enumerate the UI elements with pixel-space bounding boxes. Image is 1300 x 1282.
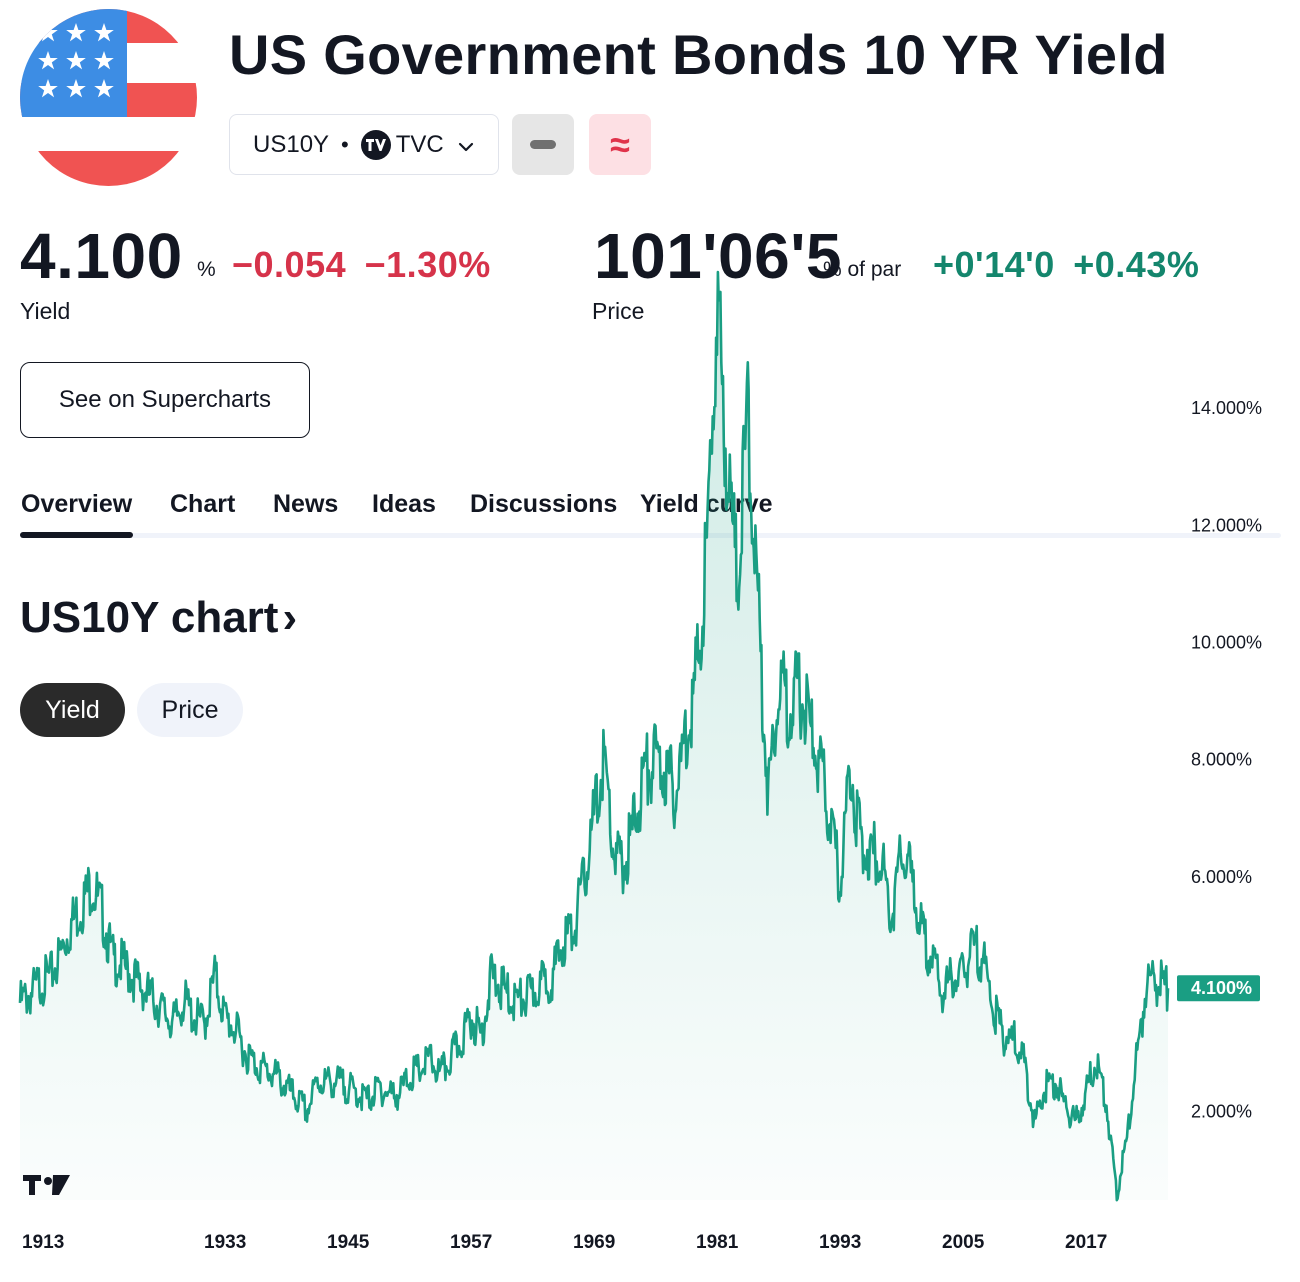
page-title: US Government Bonds 10 YR Yield [229, 23, 1168, 86]
chart-section-title-text: US10Y chart [20, 593, 279, 642]
x-tick-label: 2017 [1065, 1232, 1107, 1253]
price-change-abs: +0'14'0 [933, 244, 1055, 285]
yield-toggle-button[interactable]: Yield [20, 683, 125, 737]
tab-ideas[interactable]: Ideas [372, 490, 436, 518]
price-unit: % of par [823, 258, 902, 281]
price-change-pct: +0.43% [1073, 244, 1200, 285]
yield-area-fill [20, 272, 1168, 1201]
yield-change-abs: −0.054 [232, 244, 347, 285]
market-status-button[interactable] [512, 114, 574, 175]
yield-value: 4.100 [20, 220, 183, 292]
x-tick-label: 1993 [819, 1232, 861, 1253]
x-axis: 1913 1933 1945 1957 1969 1981 1993 2005 2017 [22, 1232, 1107, 1253]
tab-bar-underline [20, 533, 1281, 538]
symbol-selector[interactable]: US10Y • TVC [229, 114, 499, 175]
yield-unit: % [197, 258, 216, 281]
yield-change: −0.054 −1.30% [232, 244, 491, 286]
exchange-name: TVC [395, 130, 444, 158]
last-value-badge [1177, 975, 1260, 1002]
tab-chart[interactable]: Chart [170, 490, 236, 518]
active-tab-indicator [20, 532, 133, 538]
symbol-ticker: US10Y [253, 130, 330, 158]
tab-discussions[interactable]: Discussions [470, 490, 618, 518]
x-tick-label: 1969 [573, 1232, 615, 1253]
chevron-down-icon [458, 131, 474, 159]
separator-dot: • [341, 131, 349, 157]
price-label: Price [592, 298, 645, 324]
y-tick-label: 10.000% [1191, 633, 1262, 653]
tab-overview[interactable]: Overview [21, 490, 133, 518]
y-tick-label: 2.000% [1191, 1101, 1252, 1121]
tab-news[interactable]: News [273, 490, 339, 518]
y-tick-label: 8.000% [1191, 750, 1252, 770]
see-on-supercharts-button[interactable]: See on Supercharts [20, 362, 310, 438]
x-tick-label: 1957 [450, 1232, 492, 1253]
x-tick-label: 1913 [22, 1232, 64, 1253]
last-value-label: 4.100% [1177, 975, 1260, 1002]
x-tick-label: 1981 [696, 1232, 739, 1253]
yield-line [18, 270, 1170, 1202]
y-tick-label: 12.000% [1191, 515, 1262, 535]
chart-section-title[interactable]: US10Y chart› [20, 593, 297, 643]
x-tick-label: 1945 [327, 1232, 370, 1253]
price-change: +0'14'0 +0.43% [933, 244, 1199, 286]
y-tick-label: 14.000% [1191, 398, 1262, 418]
y-axis: 2.000% 6.000% 8.000% 10.000% 12.000% 14.000% [1191, 398, 1262, 1121]
approx-icon: ≈ [610, 123, 630, 165]
x-tick-label: 1933 [204, 1232, 246, 1253]
yield-label: Yield [20, 298, 71, 324]
minus-icon [530, 140, 556, 149]
x-tick-label: 2005 [942, 1232, 985, 1253]
last-value-text: 4.100% [1191, 978, 1252, 998]
y-tick-label: 6.000% [1191, 867, 1252, 887]
tradingview-watermark-icon [23, 1175, 70, 1195]
tradingview-logo-icon [360, 129, 391, 160]
delayed-data-button[interactable]: ≈ [589, 114, 651, 175]
yield-change-pct: −1.30% [364, 244, 491, 285]
chevron-right-icon: › [282, 593, 298, 642]
price-toggle-button[interactable]: Price [137, 683, 243, 737]
